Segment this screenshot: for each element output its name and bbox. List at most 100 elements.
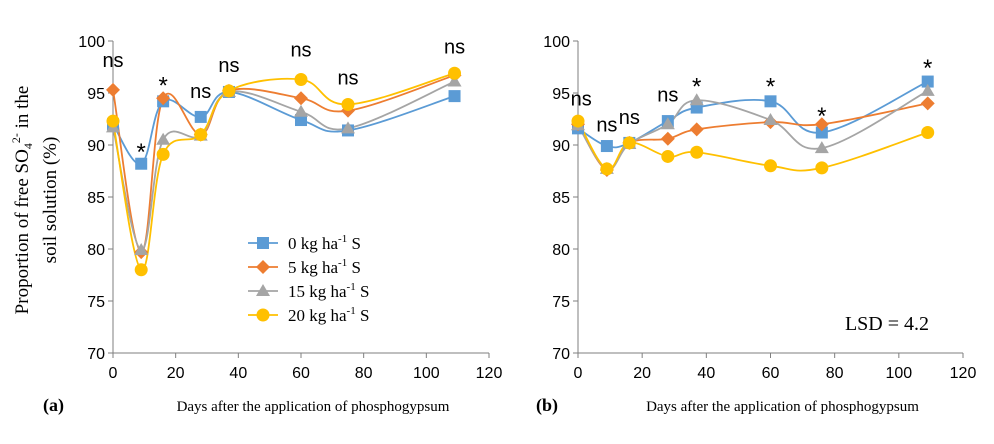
x-tick-label: 120 [476, 365, 503, 382]
legend-label: 15 kg ha-1 S [288, 281, 369, 301]
data-point-series-2 [763, 113, 778, 126]
series-line-2 [577, 90, 929, 171]
significance-label: ns [657, 84, 678, 106]
data-point-series-3 [294, 72, 308, 86]
significance-label: ns [571, 88, 592, 110]
significance-label: ns [444, 36, 465, 58]
x-tick-label: 100 [885, 365, 912, 382]
data-point-series-3 [448, 66, 462, 80]
panel-label: (b) [536, 395, 558, 416]
legend-label: 5 kg ha-1 S [288, 257, 361, 277]
x-tick-label: 0 [109, 365, 118, 382]
data-point-series-1 [106, 82, 120, 97]
data-point-series-1 [689, 122, 704, 137]
x-tick-label: 0 [574, 365, 583, 382]
x-tick-label: 60 [762, 365, 780, 382]
y-tick-label: 85 [552, 190, 570, 207]
panel-label: (a) [43, 395, 64, 416]
data-point-series-1 [156, 91, 171, 106]
data-point-series-1 [920, 96, 935, 111]
significance-label: * [137, 139, 146, 166]
y-tick-label: 85 [87, 190, 105, 207]
data-point-series-3 [921, 126, 935, 140]
data-point-series-0 [295, 114, 307, 127]
data-point-series-1 [814, 117, 829, 132]
legend-label: 0 kg ha-1 S [288, 233, 361, 253]
significance-label: * [158, 73, 167, 100]
significance-label: ns [337, 68, 358, 90]
data-point-series-3 [106, 114, 120, 128]
legend-marker [256, 308, 270, 322]
data-point-series-3 [690, 145, 704, 159]
y-tick-label: 100 [78, 34, 105, 51]
data-point-series-2 [660, 117, 675, 130]
data-point-series-3 [156, 147, 170, 161]
legend-marker [256, 260, 270, 274]
y-tick-label: 95 [87, 86, 105, 103]
data-point-series-3 [194, 128, 208, 142]
legend: 0 kg ha-1 S 5 kg ha-1 S 15 kg ha-1 S 20 kg … [248, 233, 369, 325]
significance-label: ns [190, 81, 211, 103]
significance-label: ns [619, 107, 640, 129]
significance-label: ns [102, 50, 123, 72]
y-axis-title: Proportion of free SO42- in the soil sol… [9, 86, 61, 315]
y-axis-title-line2: soil solution (%) [40, 137, 61, 264]
data-point-series-0 [448, 90, 461, 103]
panel-b-chart: 70 75 80 85 90 95 100 0 20 40 60 80 100 120 Days after… [536, 34, 976, 416]
x-tick-label: 40 [697, 365, 715, 382]
lsd-label: LSD = 4.2 [845, 313, 929, 335]
significance-label: ns [596, 114, 617, 136]
data-point-series-2 [920, 83, 935, 96]
data-point-series-3 [622, 136, 636, 150]
y-tick-label: 90 [87, 138, 105, 155]
x-tick-label: 80 [826, 365, 844, 382]
panel-a-chart: 70 75 80 85 90 95 100 0 20 40 60 80 100 120 Days after… [43, 34, 502, 416]
y-tick-label: 70 [87, 346, 105, 363]
data-point-series-0 [600, 140, 613, 153]
data-point-series-0 [921, 75, 934, 88]
x-tick-label: 60 [292, 365, 310, 382]
x-tick-label: 20 [167, 365, 185, 382]
y-tick-label: 70 [552, 346, 570, 363]
y-axis-title-sup: 2- [9, 133, 23, 143]
y-tick-label: 100 [543, 34, 570, 51]
x-axis-title: Days after the application of phosphogyp… [177, 399, 450, 415]
x-axis-title: Days after the application of phosphogyp… [646, 399, 919, 415]
y-tick-label: 75 [87, 294, 105, 311]
data-point-series-3 [661, 149, 675, 163]
data-point-series-2 [814, 141, 829, 154]
x-tick-label: 120 [950, 365, 977, 382]
data-point-series-3 [341, 97, 355, 111]
data-point-series-2 [689, 93, 704, 106]
x-tick-label: 80 [355, 365, 373, 382]
y-axis-title-line1: Proportion of free SO [12, 149, 33, 314]
significance-label: * [923, 55, 932, 82]
data-point-series-3 [600, 162, 614, 176]
data-point-series-3 [222, 84, 236, 98]
data-point-series-2 [341, 121, 355, 134]
y-tick-label: 95 [552, 86, 570, 103]
svg-text:Proportion of free SO42- in th: Proportion of free SO42- in the [9, 86, 35, 315]
significance-label: ns [290, 40, 311, 62]
data-point-series-1 [294, 91, 308, 106]
data-point-series-3 [815, 161, 829, 175]
y-axis-title-sub: 4 [21, 143, 35, 149]
y-axis-title-tail: in the [12, 86, 33, 134]
data-point-series-2 [447, 74, 462, 87]
data-point-series-1 [660, 131, 675, 146]
data-point-series-0 [135, 157, 148, 170]
data-point-series-0 [764, 95, 777, 108]
x-tick-label: 20 [633, 365, 651, 382]
data-point-series-2 [294, 104, 308, 117]
x-tick-label: 40 [229, 365, 247, 382]
x-tick-label: 100 [413, 365, 440, 382]
data-point-series-2 [134, 243, 149, 256]
data-point-series-0 [194, 110, 207, 123]
y-tick-label: 80 [87, 242, 105, 259]
data-point-series-2 [156, 132, 171, 145]
legend-marker [257, 237, 269, 249]
legend-marker [256, 284, 270, 296]
y-tick-label: 75 [552, 294, 570, 311]
data-point-series-3 [764, 159, 777, 173]
